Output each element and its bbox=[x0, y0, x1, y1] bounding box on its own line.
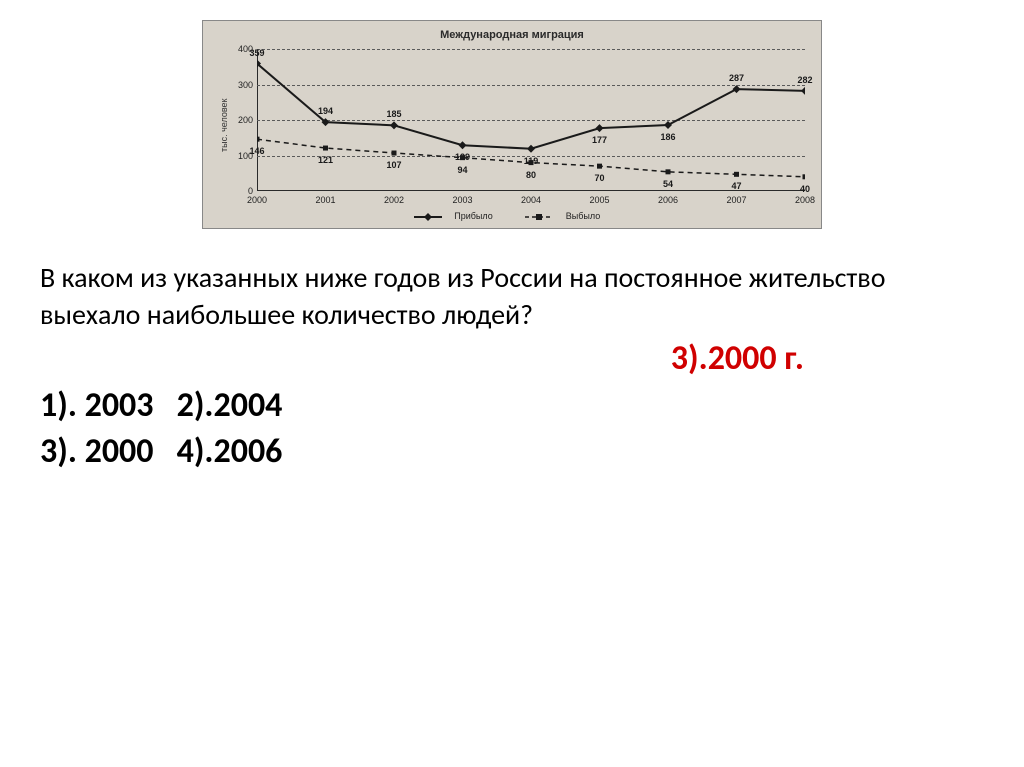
point-label: 70 bbox=[594, 173, 604, 183]
point-label: 94 bbox=[457, 165, 467, 175]
plot-wrap: тыс. человек 010020030040020002001200220… bbox=[215, 45, 809, 205]
question-text: В каком из указанных ниже годов из Росси… bbox=[40, 259, 984, 335]
xtick-label: 2002 bbox=[384, 195, 404, 205]
options: 1). 2003 2).2004 3). 2000 4).2006 bbox=[40, 383, 984, 475]
legend-item-arrived: Прибыло bbox=[414, 211, 506, 221]
xtick-label: 2001 bbox=[315, 195, 335, 205]
legend: Прибыло Выбыло bbox=[215, 211, 809, 222]
options-row-2: 3). 2000 4).2006 bbox=[40, 429, 984, 475]
xtick-label: 2000 bbox=[247, 195, 267, 205]
point-label: 282 bbox=[797, 75, 812, 85]
point-label: 80 bbox=[526, 170, 536, 180]
migration-chart: Международная миграция тыс. человек 0100… bbox=[202, 20, 822, 229]
ytick-label: 200 bbox=[229, 115, 253, 125]
legend-label-arrived: Прибыло bbox=[454, 211, 492, 221]
xtick-label: 2005 bbox=[589, 195, 609, 205]
point-label: 40 bbox=[800, 184, 810, 194]
point-label: 129 bbox=[455, 152, 470, 162]
point-label: 185 bbox=[386, 109, 401, 119]
point-label: 359 bbox=[249, 48, 264, 58]
legend-label-departed: Выбыло bbox=[566, 211, 600, 221]
point-label: 186 bbox=[660, 132, 675, 142]
xtick-label: 2006 bbox=[658, 195, 678, 205]
legend-item-departed: Выбыло bbox=[525, 211, 610, 221]
options-row-1: 1). 2003 2).2004 bbox=[40, 383, 984, 429]
ytick-label: 300 bbox=[229, 80, 253, 90]
y-axis-label: тыс. человек bbox=[215, 45, 229, 205]
point-label: 47 bbox=[731, 181, 741, 191]
point-label: 146 bbox=[249, 146, 264, 156]
plot-area: 0100200300400200020012002200320042005200… bbox=[229, 45, 809, 205]
xtick-label: 2007 bbox=[726, 195, 746, 205]
xtick-label: 2003 bbox=[452, 195, 472, 205]
xtick-label: 2008 bbox=[795, 195, 815, 205]
point-label: 177 bbox=[592, 135, 607, 145]
point-label: 107 bbox=[386, 160, 401, 170]
chart-title: Международная миграция bbox=[215, 29, 809, 41]
point-label: 121 bbox=[318, 155, 333, 165]
point-label: 194 bbox=[318, 106, 333, 116]
answer-text: 3).2000 г. bbox=[40, 338, 984, 379]
xtick-label: 2004 bbox=[521, 195, 541, 205]
point-label: 287 bbox=[729, 73, 744, 83]
point-label: 119 bbox=[524, 156, 539, 166]
point-label: 54 bbox=[663, 179, 673, 189]
